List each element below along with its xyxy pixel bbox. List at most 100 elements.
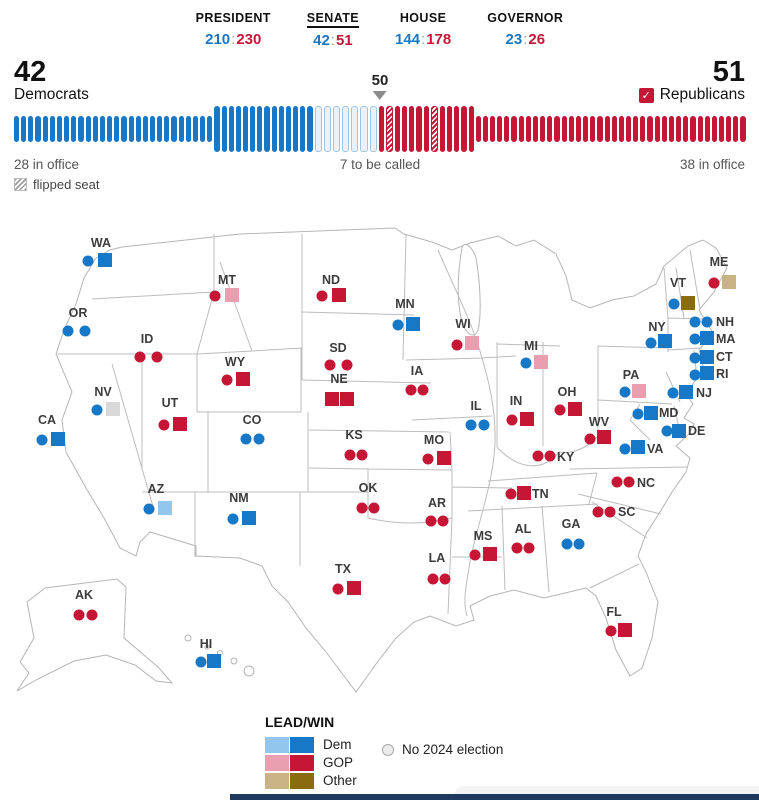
state-WY[interactable]: WY <box>221 355 251 386</box>
MA-race-square <box>700 331 714 345</box>
state-RI[interactable]: RI <box>689 366 729 381</box>
state-HI[interactable]: HI <box>195 637 222 668</box>
nav-tab-governor[interactable]: GOVERNOR 23:26 <box>487 9 563 49</box>
state-VT[interactable]: VT <box>668 276 696 310</box>
state-IA[interactable]: IA <box>405 364 429 396</box>
nav-tab-president[interactable]: PRESIDENT 210:230 <box>196 9 271 49</box>
nav-tab-senate[interactable]: SENATE 42:51 <box>306 9 359 49</box>
state-WA[interactable]: WA <box>82 236 113 267</box>
state-NH[interactable]: NH <box>689 315 735 329</box>
MS-seat-circle <box>469 549 481 561</box>
state-GA[interactable]: GA <box>561 517 585 550</box>
seat-pill-gop-in-office <box>504 116 510 142</box>
state-label-ND: ND <box>322 273 340 287</box>
state-VA[interactable]: VA <box>619 440 664 456</box>
seat-pill-dem-elected <box>300 106 306 152</box>
ME-seat-circle <box>708 277 720 289</box>
NE-race-square <box>340 392 354 406</box>
MD-seat-circle <box>632 408 644 420</box>
state-label-NM: NM <box>229 491 248 505</box>
state-MD[interactable]: MD <box>632 406 679 420</box>
CA-seat-circle <box>36 434 48 446</box>
state-AL[interactable]: AL <box>511 522 535 554</box>
alaska-outline <box>16 578 174 692</box>
seat-pill-gop-in-office <box>640 116 646 142</box>
state-ND[interactable]: ND <box>316 273 347 302</box>
state-PA[interactable]: PA <box>619 368 647 398</box>
seat-pill-gop-in-office <box>482 116 488 142</box>
state-MI[interactable]: MI <box>520 339 549 369</box>
state-AR[interactable]: AR <box>425 496 449 527</box>
seat-pill-dem-in-office <box>42 116 48 142</box>
state-MN[interactable]: MN <box>392 297 421 331</box>
seat-pill-dem-elected <box>250 106 256 152</box>
state-MO[interactable]: MO <box>422 433 452 465</box>
state-NV[interactable]: NV <box>91 385 121 416</box>
state-OK[interactable]: OK <box>356 481 380 514</box>
state-IN[interactable]: IN <box>506 394 535 426</box>
PA-race-square <box>632 384 646 398</box>
state-OR[interactable]: OR <box>62 306 91 337</box>
state-label-NV: NV <box>94 385 112 399</box>
state-AK[interactable]: AK <box>73 588 98 621</box>
state-UT[interactable]: UT <box>158 396 188 431</box>
state-WI[interactable]: WI <box>451 317 480 351</box>
seat-pill-dem-in-office <box>207 116 213 142</box>
KY-seat-circle <box>532 450 544 462</box>
legend-row-other: Other <box>265 772 357 789</box>
republicans-checkbox-icon[interactable]: ✓ <box>638 87 654 103</box>
state-CT[interactable]: CT <box>689 350 734 364</box>
state-AZ[interactable]: AZ <box>143 482 173 515</box>
state-NM[interactable]: NM <box>227 491 257 525</box>
seat-pill-dem-elected <box>214 106 220 152</box>
state-TX[interactable]: TX <box>332 562 362 595</box>
state-SD[interactable]: SD <box>324 341 353 371</box>
seat-pill-gop-elected <box>454 106 460 152</box>
flipped-seat-legend: flipped seat <box>14 177 100 192</box>
state-CO[interactable]: CO <box>240 413 265 445</box>
seat-pill-uncalled <box>332 106 341 152</box>
state-MA[interactable]: MA <box>689 331 736 346</box>
nav-tab-label: HOUSE <box>399 11 447 25</box>
seat-pill-dem-elected <box>293 106 299 152</box>
seat-pill-dem-in-office <box>56 116 63 142</box>
ID-seat-circle <box>151 351 163 363</box>
state-SC[interactable]: SC <box>592 505 636 519</box>
state-MT[interactable]: MT <box>209 273 240 302</box>
state-label-SC: SC <box>618 505 635 519</box>
state-OH[interactable]: OH <box>554 385 583 416</box>
state-DE[interactable]: DE <box>661 424 706 438</box>
dem-total: 42 <box>14 56 47 88</box>
GA-seat-circle <box>573 538 585 550</box>
WI-seat-circle <box>451 339 463 351</box>
state-NY[interactable]: NY <box>645 320 673 349</box>
seat-pill-flipped <box>430 106 438 152</box>
seat-pill-dem-elected <box>221 106 227 152</box>
IN-race-square <box>520 412 534 426</box>
CA-race-square <box>51 432 65 446</box>
GA-seat-circle <box>561 538 573 550</box>
state-KS[interactable]: KS <box>344 428 368 461</box>
state-KY[interactable]: KY <box>532 450 576 464</box>
state-NC[interactable]: NC <box>611 476 656 490</box>
state-NE[interactable]: NE <box>325 372 354 406</box>
IA-seat-circle <box>405 384 417 396</box>
state-LA[interactable]: LA <box>427 551 451 585</box>
state-TN[interactable]: TN <box>505 486 549 501</box>
seat-pill-gop-in-office <box>532 116 539 142</box>
nav-tab-house[interactable]: HOUSE 144:178 <box>395 9 451 49</box>
state-FL[interactable]: FL <box>605 605 633 637</box>
state-CA[interactable]: CA <box>36 413 66 446</box>
senate-seat-bar[interactable] <box>14 106 746 152</box>
state-IL[interactable]: IL <box>465 399 490 431</box>
bottom-navy-bar <box>230 794 759 800</box>
nav-tab-values: 144:178 <box>394 31 452 48</box>
state-label-FL: FL <box>606 605 622 619</box>
state-NJ[interactable]: NJ <box>667 385 713 400</box>
state-label-MO: MO <box>424 433 444 447</box>
state-MS[interactable]: MS <box>469 529 498 561</box>
state-ID[interactable]: ID <box>134 332 163 363</box>
state-ME[interactable]: ME <box>708 255 737 289</box>
state-WV[interactable]: WV <box>584 415 612 445</box>
CT-race-square <box>700 350 714 364</box>
